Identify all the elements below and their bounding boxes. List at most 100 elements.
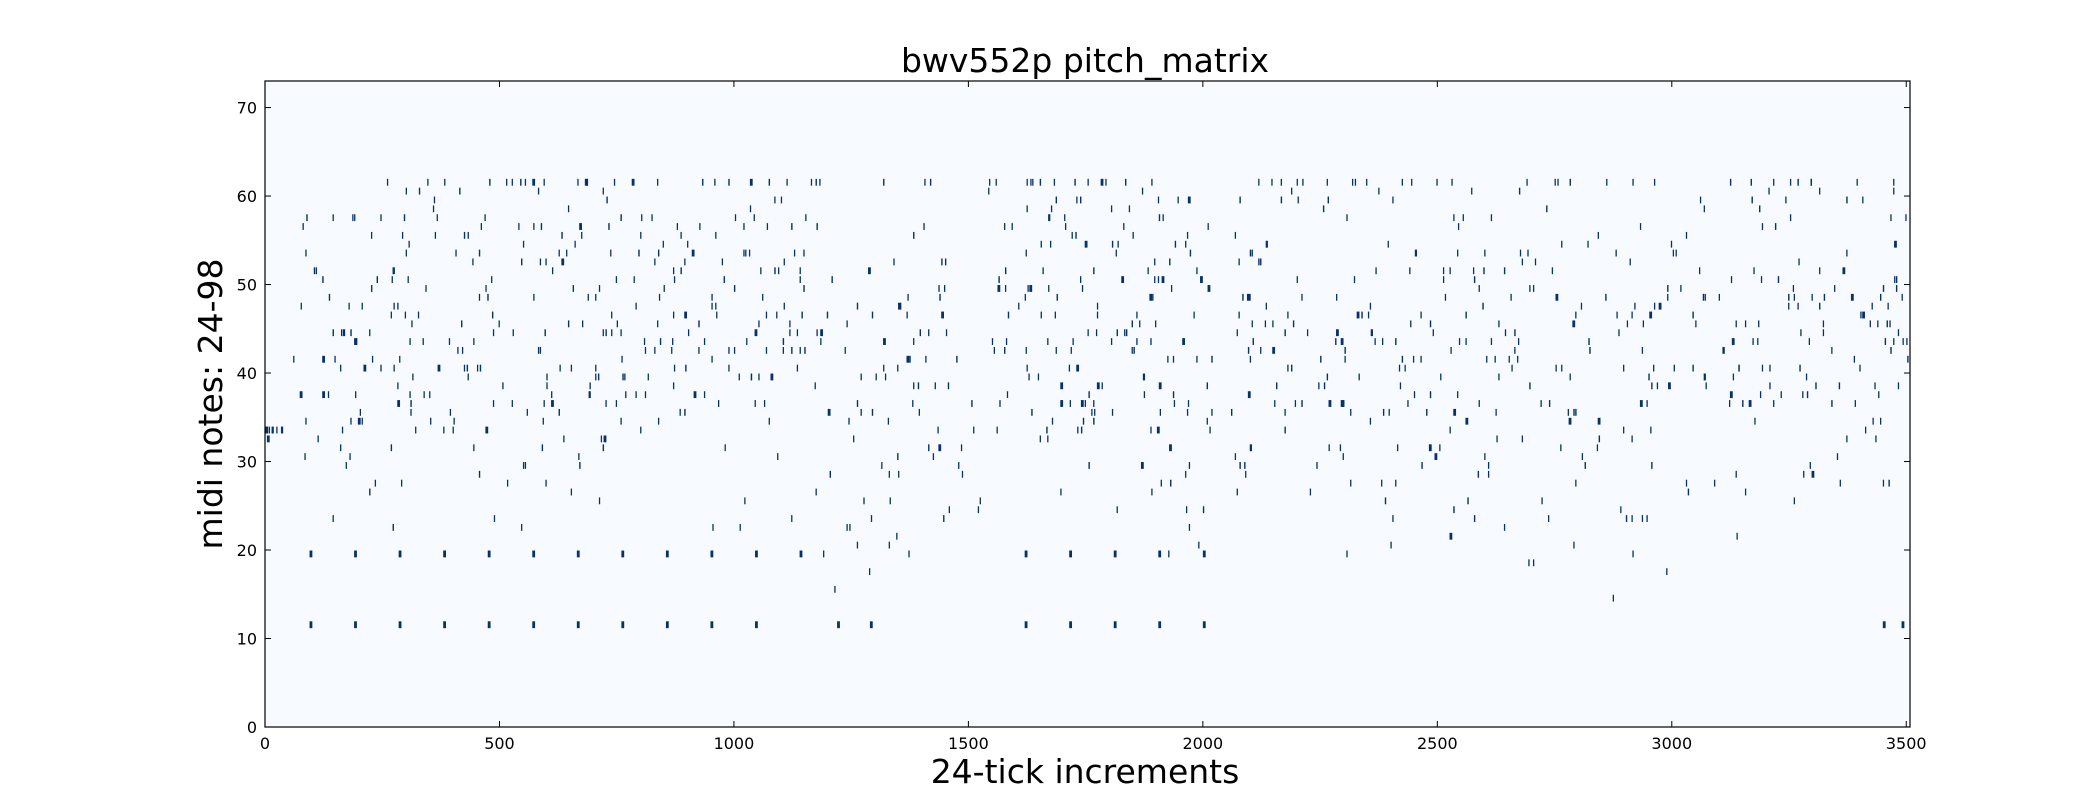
note-cell [1457,249,1459,257]
note-cell [1336,293,1338,301]
note-cell [924,178,926,186]
note-cell [1006,391,1009,399]
note-cell [1797,302,1799,310]
note-cell [1047,435,1049,443]
note-cell [728,364,730,372]
note-cell [1378,187,1380,195]
note-cell [1705,382,1707,390]
note-cell [1024,621,1028,629]
note-cell [322,391,326,399]
note-cell [1420,355,1422,363]
note-cell [1048,214,1050,222]
note-cell [1353,276,1356,284]
x-tick-label: 2000 [1182,734,1223,753]
note-cell [1150,426,1152,434]
note-cell [1575,479,1577,487]
note-cell [868,568,871,576]
note-cell [1292,320,1295,328]
note-cell [1510,293,1512,301]
note-cell [925,355,927,363]
note-cell [340,364,342,372]
note-cell [733,346,736,354]
note-cell [724,444,726,452]
note-cell [819,178,821,186]
note-cell [640,231,642,239]
note-cell [359,408,362,416]
note-cell [332,329,334,337]
note-cell [1382,408,1385,416]
note-cell [1859,364,1861,372]
note-cell [1862,311,1865,319]
note-cell [1642,320,1645,328]
note-cell [1042,267,1044,275]
note-cell [1815,382,1817,390]
note-cell [1287,311,1289,319]
note-cell [578,453,580,461]
note-cell [281,426,284,434]
note-cell [1064,223,1067,230]
note-cell [1894,240,1897,248]
note-cell [1271,178,1273,186]
note-cell [932,453,935,461]
note-cell [620,417,622,425]
note-cell [778,267,780,275]
note-cell [1064,214,1066,222]
note-cell [647,373,649,381]
note-cell [1453,214,1455,222]
note-cell [1185,506,1188,514]
note-cell [293,355,295,363]
note-cell [412,373,414,381]
note-cell [1150,338,1152,345]
note-cell [1703,205,1705,213]
note-cell [478,470,481,478]
note-cell [1170,285,1173,292]
note-cell [1653,178,1656,186]
note-cell [1211,355,1213,363]
note-cell [345,462,347,469]
note-cell [1392,196,1394,204]
note-cell [1170,479,1172,487]
note-cell [1068,364,1071,372]
note-cell [491,311,494,319]
note-cell [997,285,1001,292]
note-cell [1760,276,1763,284]
note-cell [1729,391,1733,399]
note-cell [354,338,357,345]
note-cell [448,338,451,345]
note-cell [1395,338,1397,345]
note-cell [1612,594,1614,602]
note-cell [799,276,801,284]
note-cell [1198,541,1200,549]
note-cell [1670,240,1673,248]
note-cell [1055,346,1057,354]
note-cell [684,311,688,319]
note-cell [551,267,554,275]
note-cell [605,329,607,337]
note-cell [1472,267,1475,275]
note-cell [1811,293,1813,301]
note-cell [1116,506,1118,514]
note-cell [1196,355,1198,363]
note-cell [899,302,902,310]
note-cell [1685,231,1688,239]
note-cell [1895,276,1898,284]
note-cell [498,320,500,328]
note-cell [1411,178,1413,186]
note-cell [443,621,446,629]
note-cell [1484,453,1486,461]
note-cell [754,329,758,337]
note-cell [1414,249,1417,257]
note-cell [1871,302,1873,310]
note-cell [357,417,361,425]
note-cell [1875,435,1877,443]
note-cell [1260,346,1262,354]
note-cell [1560,444,1562,452]
note-cell [1272,346,1276,354]
note-cell [1498,320,1500,328]
note-cell [1060,400,1064,407]
note-cell [598,285,601,292]
note-cell [703,391,706,399]
note-cell [733,285,736,292]
note-cell [939,293,941,301]
note-cell [1048,285,1050,292]
